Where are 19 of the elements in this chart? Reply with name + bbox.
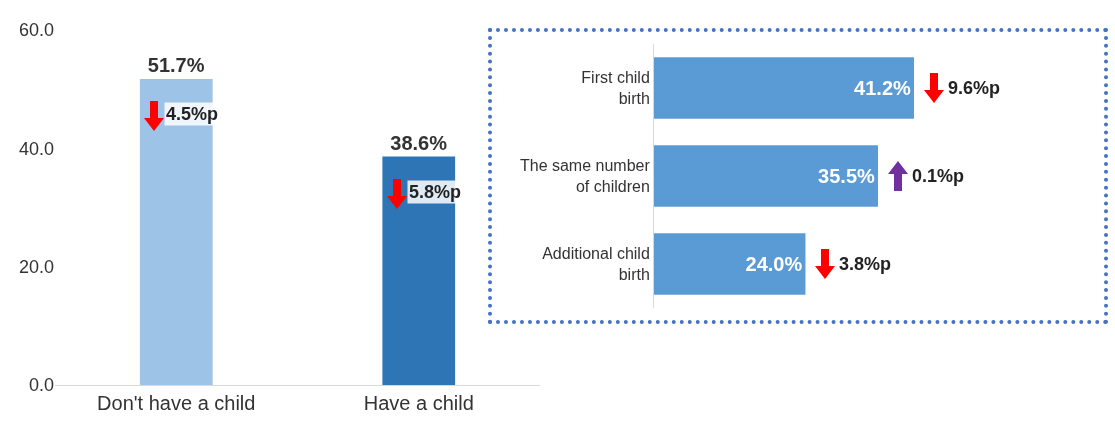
data-label: 24.0%: [745, 253, 803, 275]
annotation: 0.1%p: [912, 166, 965, 186]
y-tick-label: 0.0: [28, 375, 54, 396]
data-label: 38.6%: [390, 131, 448, 154]
y-tick-label: The same number of children: [519, 157, 651, 195]
y-tick-label: 60.0: [18, 20, 54, 41]
y-tick-label: First child birth: [581, 69, 650, 107]
x-tick-label: Don't have a child: [97, 392, 256, 414]
data-label: 41.2%: [854, 77, 911, 99]
data-label: 35.5%: [818, 165, 876, 187]
annotation: 5.8%p: [409, 182, 462, 202]
annotation: 4.5%p: [166, 104, 219, 124]
data-label: 51.7%: [147, 54, 205, 77]
y-tick-label: 20.0: [18, 256, 54, 277]
text: 9.6%p: [948, 78, 1001, 98]
y-tick-label: Additional child birth: [542, 245, 650, 283]
x-tick-label: Have a child: [363, 392, 474, 414]
annotation: 3.8%p: [839, 254, 892, 274]
y-tick-label: 40.0: [18, 138, 54, 159]
